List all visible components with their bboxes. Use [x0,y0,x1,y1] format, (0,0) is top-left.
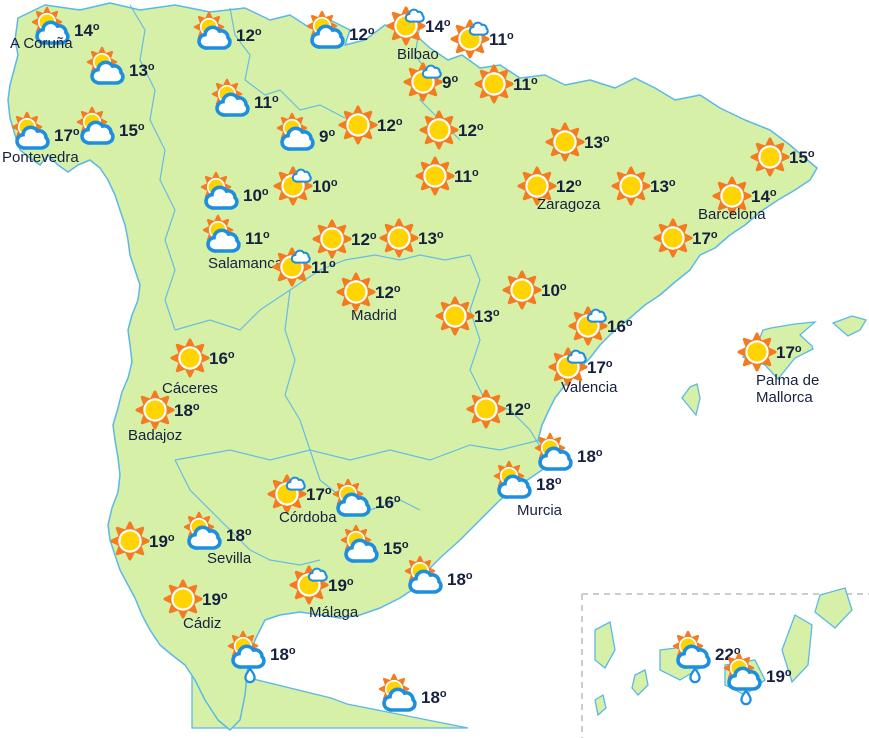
svg-text:Cádiz: Cádiz [183,615,221,632]
svg-text:Málaga: Málaga [309,604,359,621]
svg-text:17o: 17o [587,358,613,377]
svg-text:Sevilla: Sevilla [207,550,252,567]
svg-text:Pontevedra: Pontevedra [2,149,79,166]
svg-text:Zaragoza: Zaragoza [537,196,601,213]
svg-text:Valencia: Valencia [561,379,618,396]
svg-text:18o: 18o [447,570,473,589]
svg-text:16o: 16o [607,317,633,336]
svg-text:Bilbao: Bilbao [397,46,439,63]
svg-text:19o: 19o [766,667,792,686]
svg-text:18o: 18o [536,475,562,494]
svg-text:Palma de: Palma de [756,372,819,389]
svg-text:Salamanca: Salamanca [208,255,284,272]
svg-text:Cáceres: Cáceres [162,380,218,397]
svg-text:Córdoba: Córdoba [279,509,337,526]
svg-text:Madrid: Madrid [351,307,397,324]
svg-text:14o: 14o [425,17,451,36]
svg-text:Murcia: Murcia [517,502,563,519]
svg-text:18o: 18o [577,447,603,466]
svg-text:11o: 11o [489,30,514,49]
svg-text:Mallorca: Mallorca [756,389,813,406]
svg-text:Barcelona: Barcelona [698,206,766,223]
svg-text:17o: 17o [776,343,802,362]
svg-text:A Coruña: A Coruña [10,35,73,52]
svg-text:18o: 18o [270,645,296,664]
svg-text:18o: 18o [421,688,447,707]
svg-text:Badajoz: Badajoz [128,427,182,444]
